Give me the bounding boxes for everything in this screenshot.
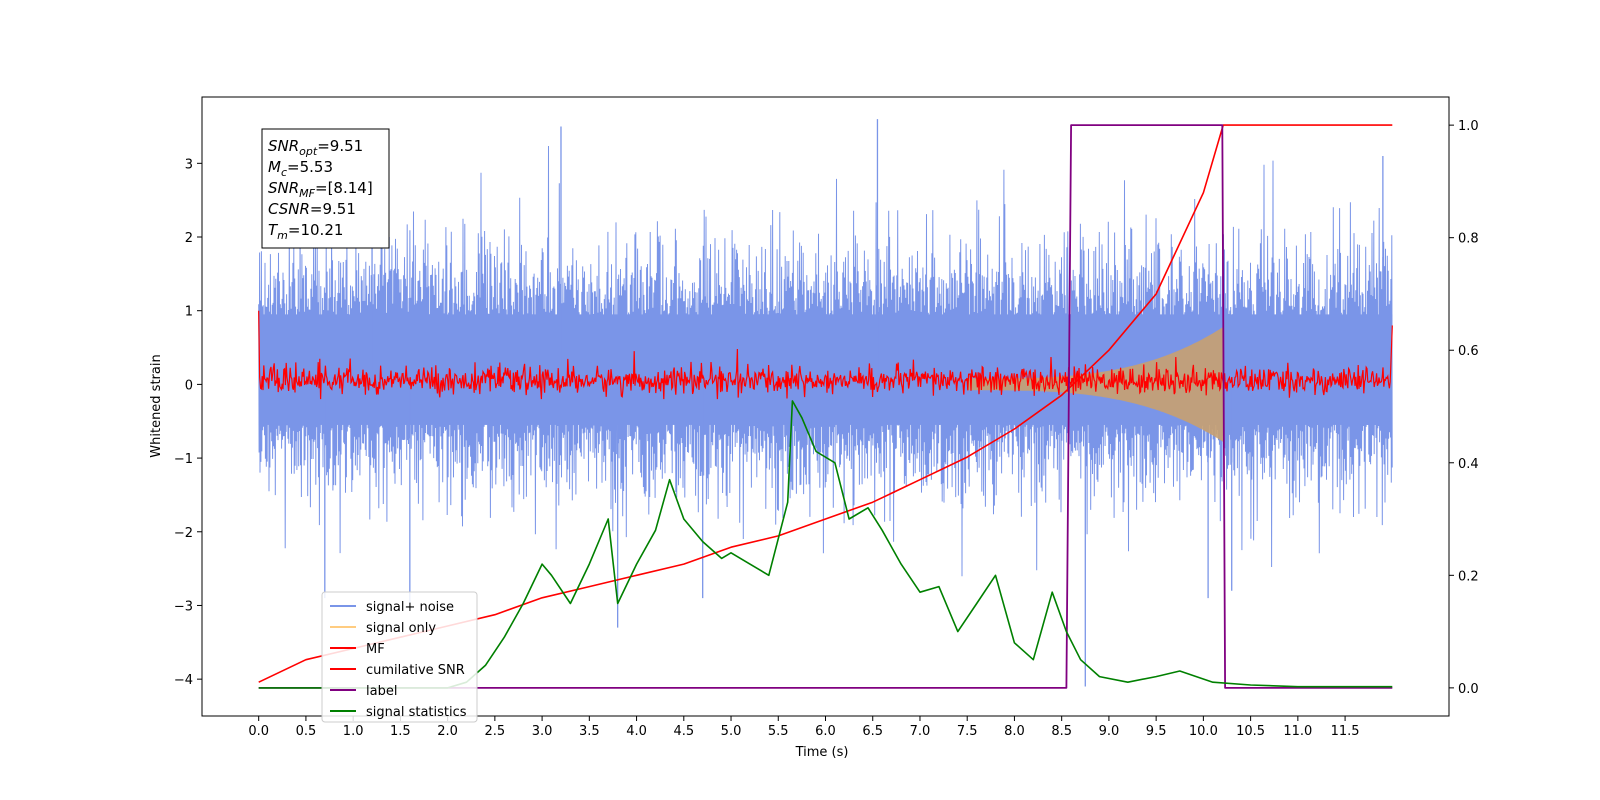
x-tick-label: 11.5: [1331, 724, 1360, 739]
y-left-tick-label: 0: [185, 378, 193, 393]
y-left-tick-label: −1: [174, 452, 193, 467]
legend: signal+ noise signal only MF cumilative SNR…: [321, 591, 478, 723]
x-tick-label: 10.0: [1189, 724, 1218, 739]
x-tick-label: 9.5: [1146, 724, 1167, 739]
legend-label: signal+ noise: [366, 600, 454, 615]
info-line: Tm=10.21: [268, 221, 343, 242]
legend-frame: [321, 591, 478, 723]
y-left-tick-label: −4: [174, 673, 193, 688]
y-left-tick-label: −2: [174, 526, 193, 541]
info-box-frame: [261, 128, 390, 249]
info-line: SNRMF=[8.14]: [268, 179, 373, 200]
y-right-tick-label: 0.8: [1458, 232, 1479, 247]
y-right-tick-label: 0.2: [1458, 569, 1479, 584]
x-tick-label: 2.5: [485, 724, 506, 739]
y-left-tick-label: 3: [185, 157, 193, 172]
x-tick-label: 4.5: [673, 724, 694, 739]
legend-label: label: [366, 684, 397, 699]
x-tick-label: 2.0: [437, 724, 458, 739]
signal-statistics-line: [258, 400, 1393, 689]
x-tick-label: 0.5: [296, 724, 317, 739]
x-tick-label: 6.0: [815, 724, 836, 739]
y-left-tick-label: 1: [185, 305, 193, 320]
x-tick-label: 9.0: [1099, 724, 1120, 739]
y-left-tick-label: 2: [185, 231, 193, 246]
label-line: [258, 124, 1393, 689]
x-tick-label: 8.5: [1051, 724, 1072, 739]
x-tick-label: 11.0: [1283, 724, 1312, 739]
mf-trace: [258, 310, 1393, 400]
y-axis-right: 1.0 0.8 0.6 0.4 0.2 0.0: [1449, 119, 1479, 697]
y-right-tick-label: 1.0: [1458, 119, 1479, 134]
info-line: SNRopt=9.51: [268, 137, 363, 158]
mf-series: [258, 310, 1393, 400]
x-tick-label: 6.5: [862, 724, 883, 739]
x-axis: 0.0 0.5 1.0 1.5 2.0 2.5 3.0 3.5 4.0 4.5 5.0 5.5 6.0 6…: [248, 716, 1360, 739]
x-tick-label: 8.0: [1004, 724, 1025, 739]
x-tick-label: 4.0: [626, 724, 647, 739]
label-series: [258, 124, 1393, 689]
y-axis-label: Whitened strain: [149, 354, 164, 457]
legend-label: MF: [366, 642, 385, 657]
x-tick-label: 7.5: [957, 724, 978, 739]
y-left-tick-label: −3: [174, 599, 193, 614]
y-right-tick-label: 0.0: [1458, 682, 1479, 697]
x-tick-label: 0.0: [248, 724, 269, 739]
x-tick-label: 10.5: [1236, 724, 1265, 739]
x-axis-label: Time (s): [795, 745, 849, 760]
x-tick-label: 3.5: [579, 724, 600, 739]
y-right-tick-label: 0.4: [1458, 457, 1479, 472]
x-tick-label: 1.0: [343, 724, 364, 739]
x-tick-label: 5.0: [721, 724, 742, 739]
y-axis-left: 3 2 1 0 −1 −2 −3 −4: [174, 157, 202, 688]
x-tick-label: 5.5: [768, 724, 789, 739]
legend-label: cumilative SNR: [366, 663, 465, 678]
info-line: Mc=5.53: [268, 158, 333, 179]
y-right-tick-label: 0.6: [1458, 344, 1479, 359]
x-tick-label: 3.0: [532, 724, 553, 739]
signal-statistics-series: [258, 400, 1393, 689]
plot-area: [258, 119, 1393, 689]
info-line: CSNR=9.51: [268, 200, 356, 218]
x-tick-label: 7.0: [910, 724, 931, 739]
legend-label: signal only: [366, 621, 436, 636]
legend-label: signal statistics: [366, 705, 467, 720]
x-tick-label: 1.5: [390, 724, 411, 739]
